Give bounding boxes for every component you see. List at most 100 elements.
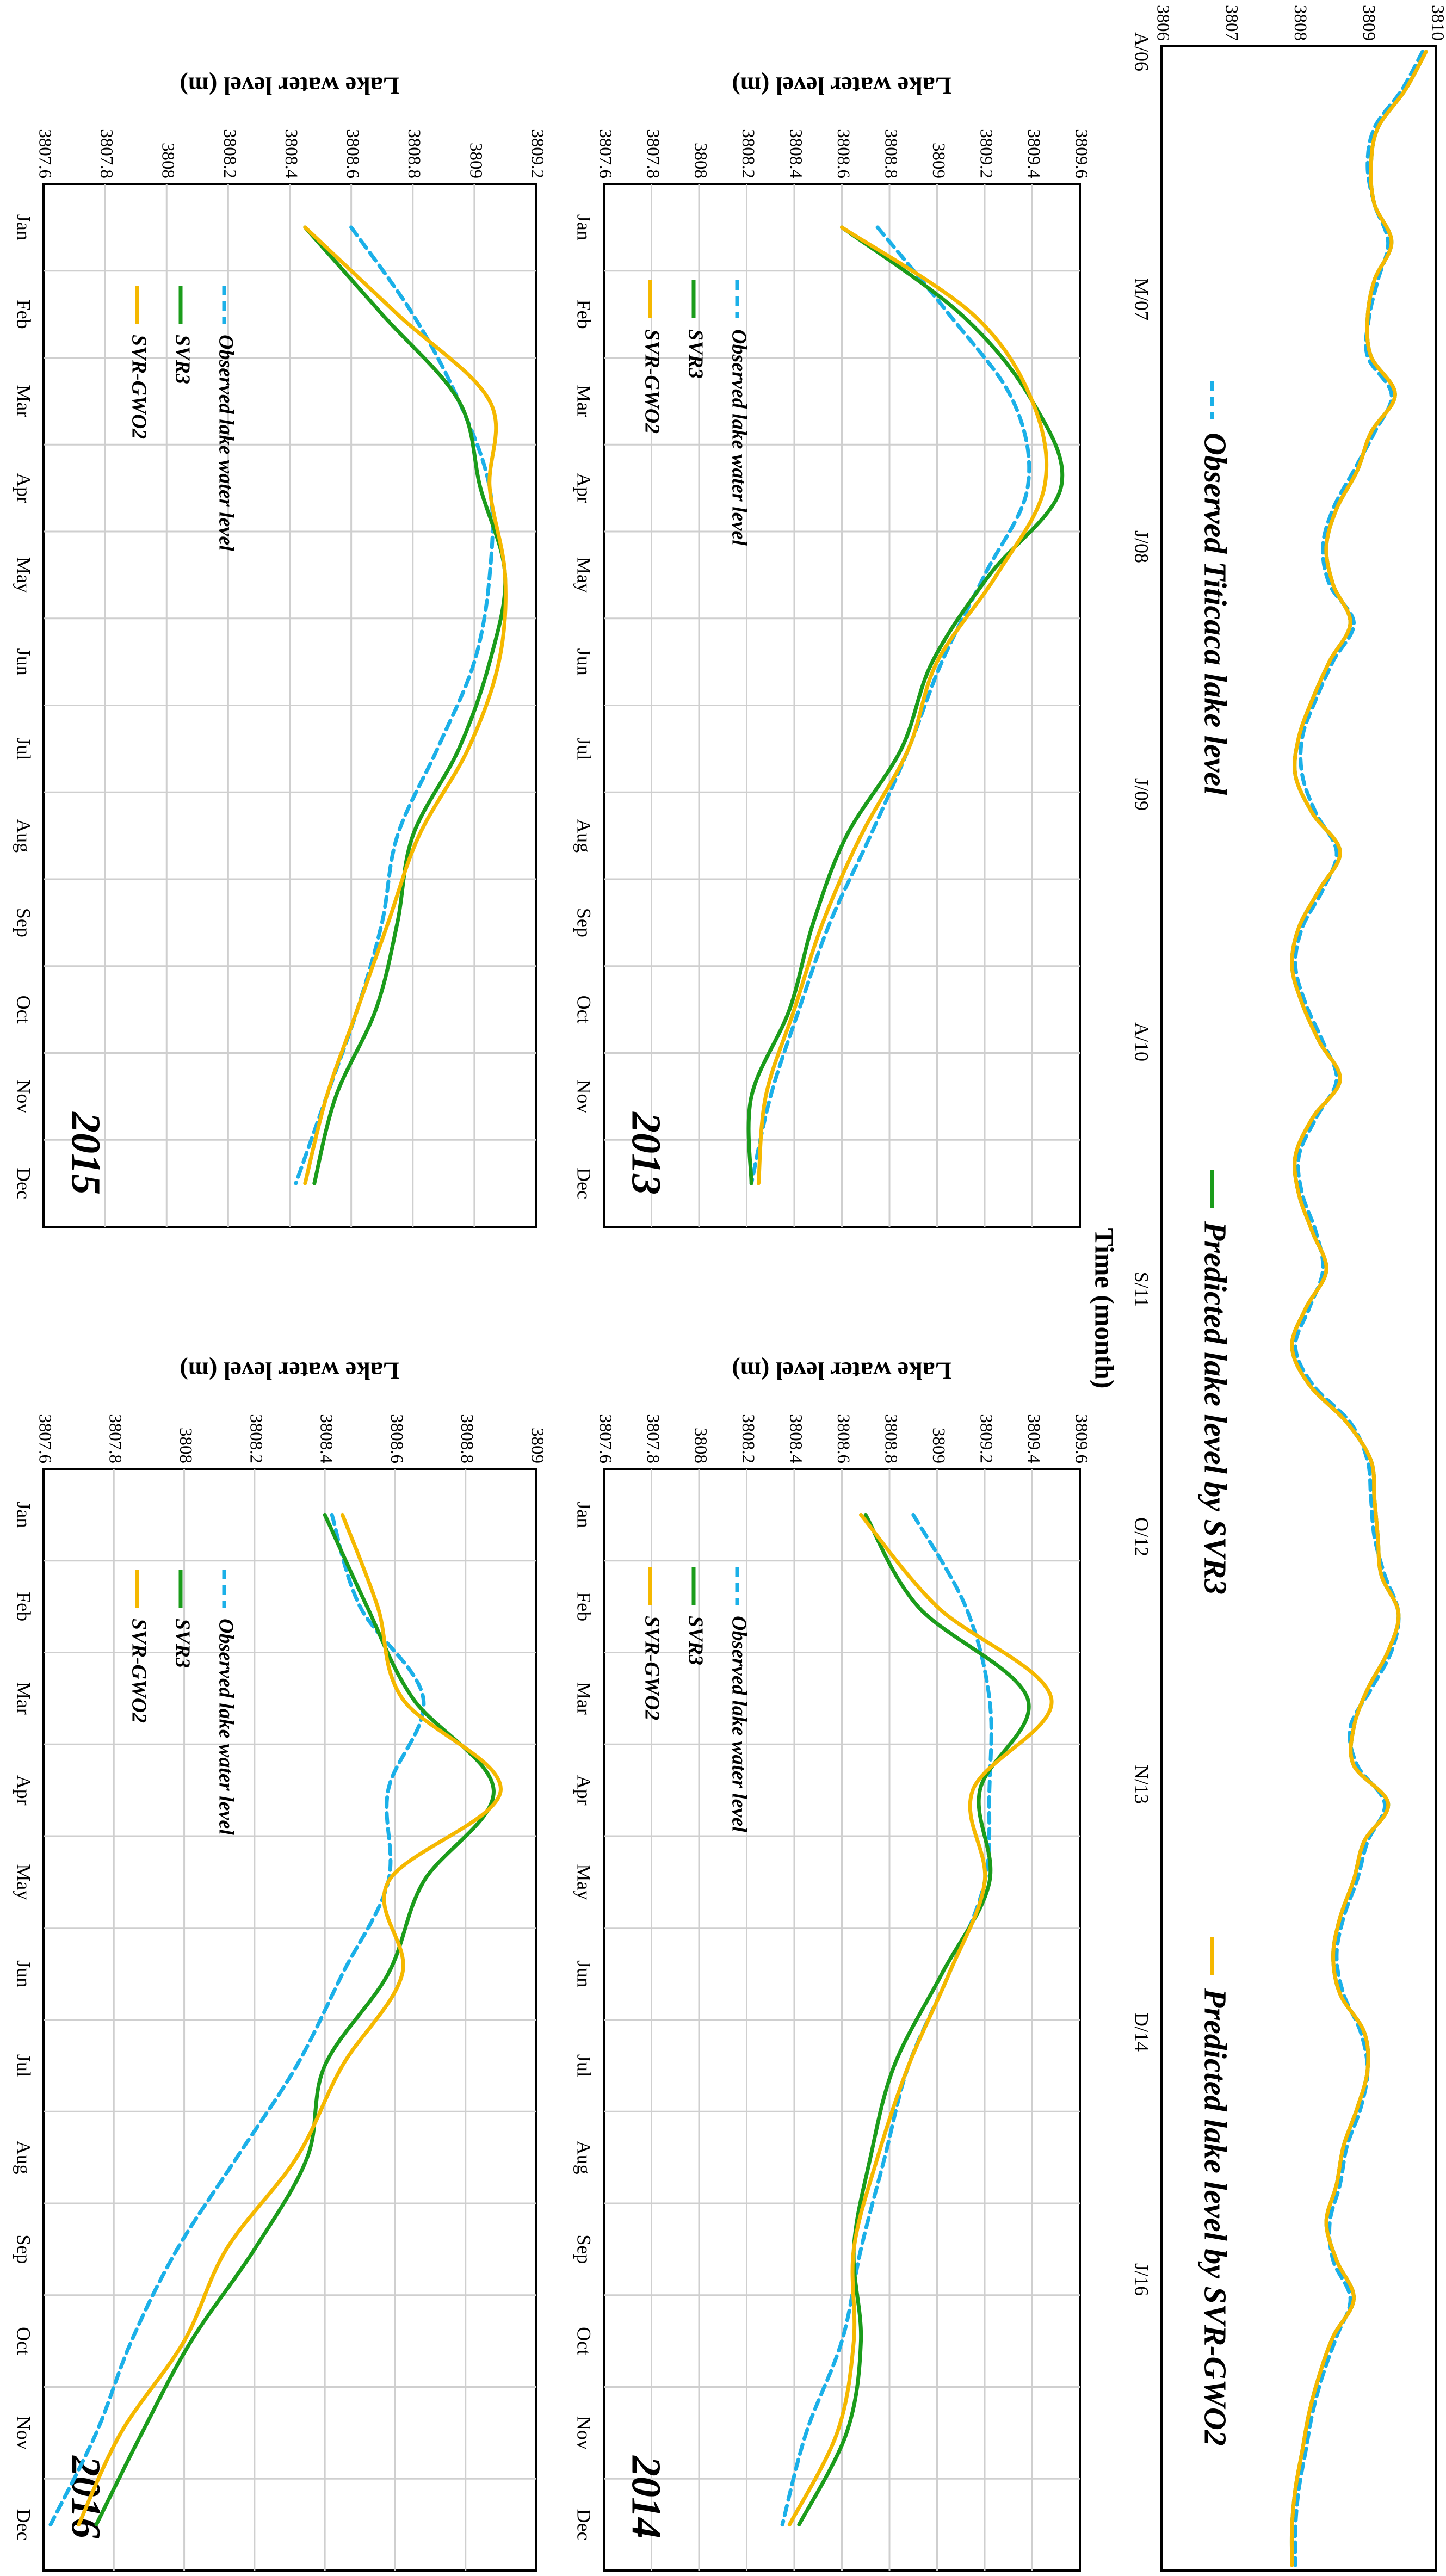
month-tick-label: Dec (573, 1167, 595, 1199)
value-tick-label: 3808.8 (404, 129, 424, 178)
month-tick-label: Oct (573, 996, 595, 1024)
month-tick-label: Sep (13, 2234, 35, 2264)
month-axis-title: Month of year (0, 1937, 5, 2103)
value-tick-label: 3808.8 (457, 1414, 477, 1463)
time-axis-title: Time (month) (1090, 1228, 1120, 1389)
value-tick-label: 3808.8 (881, 129, 900, 178)
series-line-observed-lake-water-level (48, 1512, 426, 2527)
month-tick-label: Aug (573, 2141, 595, 2175)
value-tick-label: 3808 (176, 1428, 195, 1463)
value-tick-label: 3808.2 (738, 129, 758, 178)
value-tick-label: 3808.6 (343, 129, 362, 178)
value-tick-label: 3809 (929, 1428, 948, 1463)
series-line-svr-gwo2 (303, 225, 508, 1185)
legend-entry: Observed Titicaca lake level (1198, 433, 1233, 795)
value-tick-label: 3808.6 (833, 129, 853, 178)
chart-year-title: 2014 (623, 2455, 669, 2538)
chart-year-title: 2013 (623, 1111, 669, 1195)
chart-y2014: 3807.6 3807.8 3808 3808.2 3808.4 3808.6 3808.8… (573, 1357, 1091, 2572)
legend-entry: Observed lake water level (214, 1619, 237, 1835)
month-tick-label: Oct (573, 2327, 595, 2355)
month-tick-label: Sep (573, 908, 595, 937)
chart-year-title: 2015 (63, 1111, 109, 1195)
value-tick-label: 3808 (690, 1428, 710, 1463)
legend-entry: Observed lake water level (727, 1616, 750, 1832)
value-tick-label: 3809 (929, 143, 948, 178)
value-tick-label: 3808.4 (317, 1414, 336, 1463)
value-tick-label: 3807.8 (97, 129, 116, 178)
value-tick-label: 3808 (690, 143, 710, 178)
value-axis-title: Lake water level (m) (180, 1357, 399, 1385)
value-tick-label: 3808.6 (833, 1414, 853, 1463)
value-tick-label: 3808.2 (246, 1414, 265, 1463)
month-tick-label: Mar (573, 1682, 595, 1715)
month-tick-label: Jan (13, 214, 35, 240)
month-tick-label: Sep (573, 2234, 595, 2264)
month-tick-label: Jul (573, 737, 595, 760)
value-tick-label: 3808 (158, 143, 178, 178)
legend-entry: Observed lake water level (214, 335, 237, 551)
value-tick-label: 3807.6 (35, 1414, 54, 1463)
month-tick-label: Jul (13, 737, 35, 760)
month-tick-label: Apr (573, 473, 595, 503)
month-tick-label: Jan (573, 214, 595, 240)
legend-entry: SVR-GWO2 (127, 1619, 150, 1723)
value-tick-label: 3807.8 (643, 129, 663, 178)
chart-y2013: 3807.6 3807.8 3808 3808.2 3808.4 3808.6 3808.8… (573, 72, 1091, 1228)
month-axis-title: Month of year (0, 622, 5, 789)
month-tick-label: Nov (13, 2416, 35, 2450)
month-tick-label: Dec (13, 1167, 35, 1199)
legend-entry: SVR3 (171, 1619, 194, 1668)
month-tick-label: May (573, 557, 595, 593)
value-tick-label: 3810 (1428, 5, 1446, 41)
value-tick-label: 3806 (1153, 5, 1172, 41)
series-line-observed-lake-water-level (780, 1512, 993, 2527)
month-tick-label: Oct (13, 2327, 35, 2355)
value-tick-label: 3808 (1290, 5, 1310, 41)
value-tick-label: 3808.6 (387, 1414, 406, 1463)
value-tick-label: 3808.8 (881, 1414, 900, 1463)
time-tick-label: M/07 (1131, 278, 1153, 320)
series-line-svr-gwo2 (756, 225, 1049, 1185)
month-tick-label: Jun (573, 1960, 595, 1987)
month-tick-label: Nov (573, 2416, 595, 2450)
time-tick-label: J/16 (1131, 2263, 1153, 2296)
value-axis-title: Lake water level (m) (732, 1357, 951, 1385)
series-line-svr3 (797, 1512, 1031, 2527)
legend-entry: SVR3 (684, 1616, 707, 1665)
value-tick-label: 3808.2 (220, 129, 239, 178)
month-tick-label: May (13, 1864, 35, 1900)
legend-entry: Predicted lake level by SVR-GWO2 (1198, 1988, 1233, 2446)
month-tick-label: Mar (13, 1682, 35, 1715)
legend-entry: SVR3 (171, 335, 194, 384)
month-tick-label: Jul (13, 2054, 35, 2077)
month-tick-label: May (13, 557, 35, 593)
time-tick-label: J/09 (1131, 778, 1153, 811)
month-tick-label: Dec (573, 2509, 595, 2541)
series-line-observed-lake-water-level (749, 225, 1031, 1185)
time-tick-label: A/10 (1131, 1022, 1153, 1061)
value-axis-title: Lake water level (m) (732, 72, 951, 100)
month-tick-label: Jul (573, 2054, 595, 2077)
month-tick-label: Aug (573, 819, 595, 853)
legend-entry: SVR-GWO2 (640, 329, 663, 434)
value-tick-label: 3807.8 (643, 1414, 663, 1463)
series-line-svr3 (303, 225, 508, 1185)
month-tick-label: Apr (573, 1775, 595, 1806)
month-tick-label: Oct (13, 996, 35, 1024)
chart-y2015: 3807.6 3807.8 3808 3808.2 3808.4 3808.6 3808.8… (0, 72, 547, 1228)
legend-entry: SVR-GWO2 (640, 1616, 663, 1720)
value-tick-label: 3807.8 (106, 1414, 125, 1463)
value-tick-label: 3807.6 (595, 1414, 615, 1463)
value-tick-label: 3808.4 (786, 129, 805, 178)
month-tick-label: Nov (13, 1079, 35, 1113)
month-tick-label: Sep (13, 908, 35, 937)
value-tick-label: 3809.6 (1071, 129, 1091, 178)
value-tick-label: 3808.4 (786, 1414, 805, 1463)
value-tick-label: 3809.2 (527, 129, 547, 178)
month-tick-label: May (573, 1864, 595, 1900)
series-line-predicted-lake-level-by-svr-gwo2 (1289, 50, 1428, 2567)
month-tick-label: Feb (13, 1592, 35, 1621)
month-tick-label: Mar (13, 385, 35, 417)
